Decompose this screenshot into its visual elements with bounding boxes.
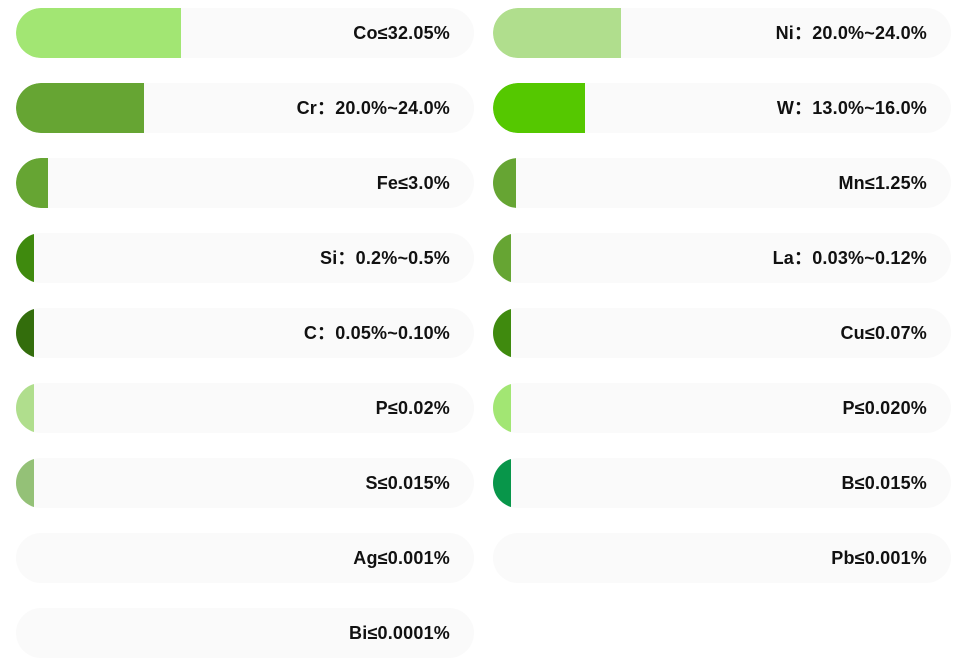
- bar-label: P≤0.020%: [842, 398, 927, 418]
- bar-label: Ni：20.0%~24.0%: [775, 23, 927, 43]
- bar-track: P≤0.020%: [493, 383, 951, 433]
- bar-label: C：0.05%~0.10%: [303, 323, 450, 343]
- bar-fill: [16, 8, 181, 58]
- bar-label: B≤0.015%: [841, 473, 927, 493]
- bar-fill: [16, 308, 35, 358]
- bar-fill: [16, 233, 35, 283]
- bar-track: Ag≤0.001%: [16, 533, 474, 583]
- bar-fill: [16, 83, 145, 133]
- bar-track: P≤0.02%: [16, 383, 474, 433]
- bar-track: Si：0.2%~0.5%: [16, 233, 474, 283]
- bar-label: Co≤32.05%: [353, 23, 450, 43]
- bar-track: B≤0.015%: [493, 458, 951, 508]
- bar-track: W：13.0%~16.0%: [493, 83, 951, 133]
- bar-label: Cr：20.0%~24.0%: [296, 98, 450, 118]
- bar-label: Bi≤0.0001%: [349, 623, 450, 643]
- bar-label: P≤0.02%: [375, 398, 450, 418]
- bar-fill: [493, 83, 585, 133]
- bar-fill: [16, 383, 35, 433]
- bar-track: Bi≤0.0001%: [16, 608, 474, 658]
- bar-fill: [16, 158, 49, 208]
- bar-label: Si：0.2%~0.5%: [320, 248, 450, 268]
- bar-fill: [493, 383, 512, 433]
- bar-label: Cu≤0.07%: [840, 323, 927, 343]
- bar-label: S≤0.015%: [365, 473, 450, 493]
- bar-label: Ag≤0.001%: [353, 548, 450, 568]
- bar-track: Cu≤0.07%: [493, 308, 951, 358]
- bar-track: S≤0.015%: [16, 458, 474, 508]
- bar-track: La：0.03%~0.12%: [493, 233, 951, 283]
- bar-label: W：13.0%~16.0%: [776, 98, 927, 118]
- bar-label: Mn≤1.25%: [838, 173, 927, 193]
- bar-label: Fe≤3.0%: [376, 173, 450, 193]
- bar-track: Co≤32.05%: [16, 8, 474, 58]
- bar-track: C：0.05%~0.10%: [16, 308, 474, 358]
- bar-fill: [16, 458, 35, 508]
- bar-fill: [493, 458, 512, 508]
- bar-fill: [493, 8, 622, 58]
- bar-track: Ni：20.0%~24.0%: [493, 8, 951, 58]
- bar-track: Cr：20.0%~24.0%: [16, 83, 474, 133]
- bar-track: Pb≤0.001%: [493, 533, 951, 583]
- bar-fill: [493, 233, 512, 283]
- bar-label: La：0.03%~0.12%: [772, 248, 927, 268]
- bar-track: Fe≤3.0%: [16, 158, 474, 208]
- bar-label: Pb≤0.001%: [831, 548, 927, 568]
- bar-fill: [493, 158, 516, 208]
- bar-fill: [493, 308, 512, 358]
- bar-track: Mn≤1.25%: [493, 158, 951, 208]
